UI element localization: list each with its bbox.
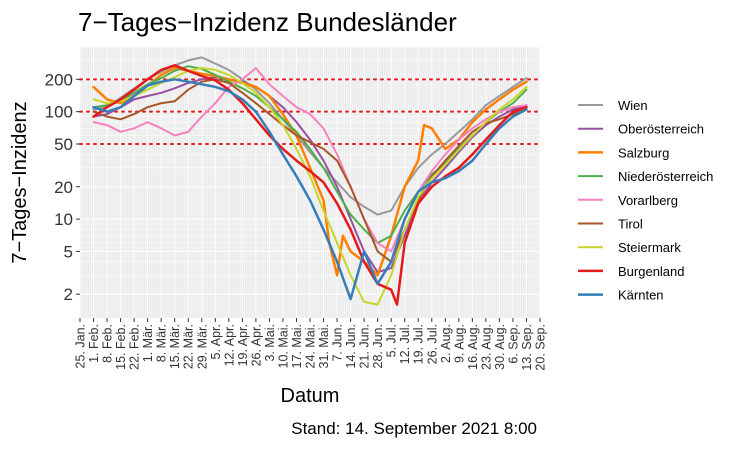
x-tick-label: 12. Jul. bbox=[398, 324, 412, 364]
x-tick-label: 23. Aug. bbox=[479, 324, 493, 370]
legend-label: Wien bbox=[618, 98, 648, 113]
y-tick-label: 200 bbox=[45, 70, 73, 89]
x-tick-label: 16. Aug. bbox=[466, 324, 480, 370]
x-tick-label: 30. Aug. bbox=[493, 324, 507, 370]
caption: Stand: 14. September 2021 8:00 bbox=[291, 419, 537, 438]
series-line bbox=[92, 76, 528, 274]
x-tick-label: 8. Mär. bbox=[155, 324, 169, 362]
legend-label: Tirol bbox=[618, 217, 643, 232]
y-tick-label: 100 bbox=[45, 103, 73, 122]
legend-label: Niederösterreich bbox=[618, 169, 713, 184]
y-tick-label: 2 bbox=[64, 285, 73, 304]
x-tick-label: 21. Jun. bbox=[358, 324, 372, 368]
x-tick-label: 31. Mai. bbox=[317, 324, 331, 368]
x-tick-label: 26. Apr. bbox=[249, 324, 263, 366]
x-tick-label: 5. Apr. bbox=[209, 324, 223, 359]
y-tick-label: 5 bbox=[64, 242, 73, 261]
x-tick-label: 1. Mär. bbox=[141, 324, 155, 362]
series-line bbox=[92, 64, 528, 306]
legend: Wien Oberösterreich Salzburg Niederösterrei… bbox=[578, 98, 713, 303]
x-tick-label: 5. Jul. bbox=[385, 324, 399, 357]
x-tick-label: 7. Jun. bbox=[331, 324, 345, 362]
x-tick-label: 29. Mär. bbox=[195, 324, 209, 369]
y-axis: 2 5 10 20 50 100 200 bbox=[45, 70, 80, 304]
series-line bbox=[92, 78, 528, 301]
chart-title: 7−Tages−Inzidenz Bundesländer bbox=[78, 7, 457, 37]
x-tick-label: 2. Aug. bbox=[439, 324, 453, 363]
y-axis-title: 7−Tages−Inzidenz bbox=[9, 101, 31, 263]
x-tick-label: 17. Mai. bbox=[290, 324, 304, 368]
y-tick-label: 50 bbox=[54, 135, 73, 154]
x-tick-label: 13. Sep. bbox=[520, 324, 534, 371]
x-tick-label: 19. Apr. bbox=[236, 324, 250, 366]
x-tick-label: 9. Aug. bbox=[452, 324, 466, 363]
x-axis: 25. Jan. 1. Feb. 8. Feb. 15. Feb. 22. Feb. 1.… bbox=[74, 318, 548, 371]
x-tick-label: 6. Sep. bbox=[506, 324, 520, 364]
x-tick-label: 26. Jul. bbox=[425, 324, 439, 364]
x-tick-label: 3. Mai. bbox=[263, 324, 277, 362]
legend-label: Steiermark bbox=[618, 240, 681, 255]
x-tick-label: 24. Mai. bbox=[304, 324, 318, 368]
x-tick-label: 22. Feb. bbox=[128, 324, 142, 370]
legend-label: Vorarlberg bbox=[618, 193, 678, 208]
x-axis-title: Datum bbox=[281, 385, 340, 407]
series-line bbox=[92, 66, 528, 277]
legend-label: Salzburg bbox=[618, 145, 669, 160]
series-line bbox=[92, 78, 528, 263]
x-tick-label: 15. Mär. bbox=[168, 324, 182, 369]
y-tick-label: 10 bbox=[54, 210, 73, 229]
x-tick-label: 15. Feb. bbox=[114, 324, 128, 370]
legend-label: Oberösterreich bbox=[618, 122, 704, 137]
x-tick-label: 25. Jan. bbox=[74, 324, 88, 368]
legend-label: Kärnten bbox=[618, 288, 664, 303]
y-tick-label: 20 bbox=[54, 178, 73, 197]
x-tick-label: 22. Mär. bbox=[182, 324, 196, 369]
x-tick-label: 1. Feb. bbox=[87, 324, 101, 363]
x-tick-label: 19. Jul. bbox=[412, 324, 426, 364]
series-line bbox=[92, 67, 528, 253]
series-layer bbox=[92, 56, 528, 306]
x-tick-label: 28. Jun. bbox=[371, 324, 385, 368]
x-tick-label: 8. Feb. bbox=[101, 324, 115, 363]
grid-layer bbox=[79, 46, 541, 318]
x-tick-label: 12. Apr. bbox=[222, 324, 236, 366]
x-tick-label: 20. Sep. bbox=[534, 324, 548, 371]
x-tick-label: 14. Jun. bbox=[344, 324, 358, 368]
legend-label: Burgenland bbox=[618, 264, 685, 279]
x-tick-label: 10. Mai. bbox=[276, 324, 290, 368]
